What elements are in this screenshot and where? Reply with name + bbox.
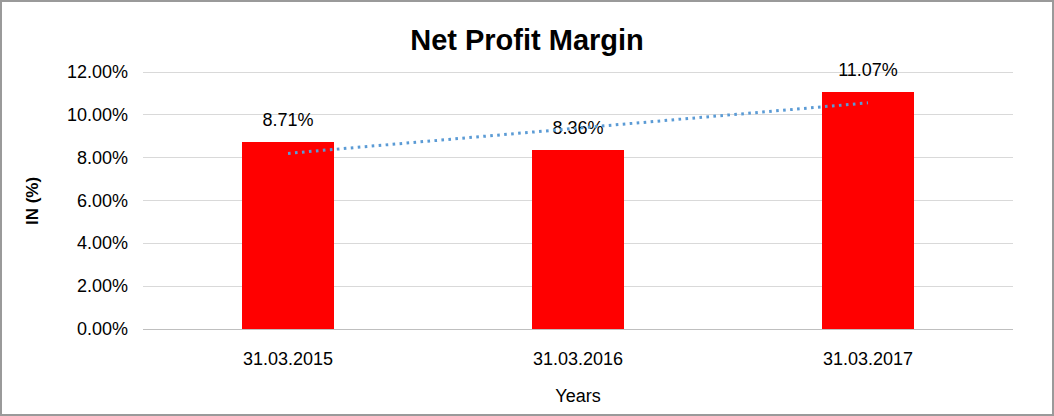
x-axis-title: Years [555,386,600,407]
x-tick-label: 31.03.2016 [498,349,658,369]
y-tick-label: 12.00% [38,62,128,82]
y-tick-label: 10.00% [38,105,128,125]
bar-31.03.2016 [532,150,624,329]
chart-title: Net Profit Margin [2,24,1052,57]
bar-31.03.2015 [242,142,334,329]
bar-data-label: 8.71% [228,110,348,130]
y-tick-label: 8.00% [38,148,128,168]
y-tick-label: 0.00% [38,319,128,339]
bar-data-label: 11.07% [808,60,928,80]
bar-31.03.2017 [822,92,914,329]
x-tick-label: 31.03.2017 [788,349,948,369]
y-tick-label: 4.00% [38,233,128,253]
y-tick-label: 6.00% [38,191,128,211]
y-tick-label: 2.00% [38,276,128,296]
chart-container: Net Profit Margin IN (%) 8.71%8.36%11.07… [0,0,1054,416]
plot-area: 8.71%8.36%11.07% [143,72,1013,329]
bar-data-label: 8.36% [518,118,638,138]
x-tick-label: 31.03.2015 [208,349,368,369]
